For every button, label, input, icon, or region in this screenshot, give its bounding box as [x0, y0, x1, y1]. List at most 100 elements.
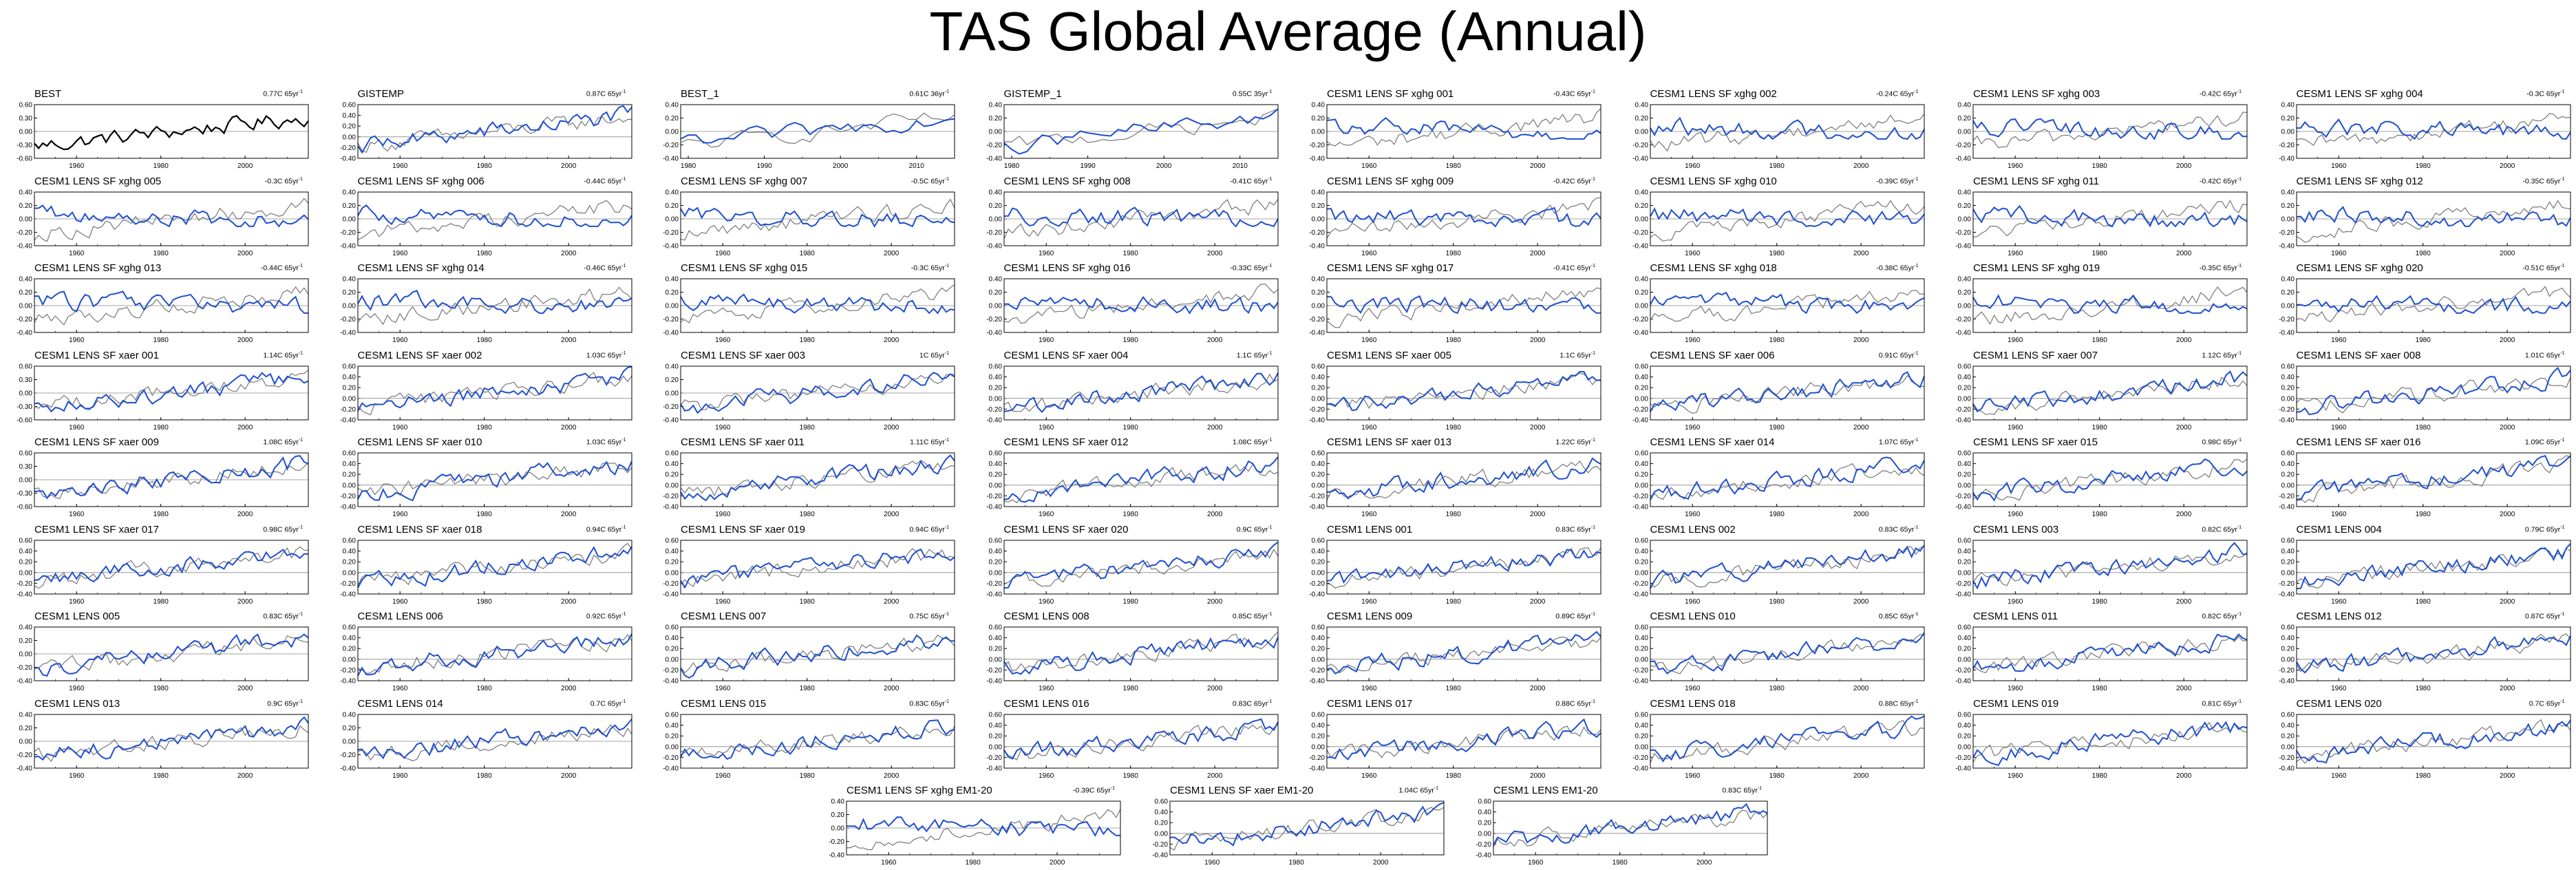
panel-plot: 0.40 0.20 0.00 -0.20 -0.40 1960 1980 2000 [1309, 276, 1601, 344]
y-tick-label: 0.00 [1635, 569, 1648, 577]
model-series-line [1972, 633, 2248, 672]
x-tick-label: 2000 [237, 250, 253, 257]
x-tick-label: 1980 [966, 859, 981, 867]
model-series-line [1326, 117, 1601, 140]
chart-panel: CESM1 LENS SF xaer 003 1C 65yr-1 0.40 0.20 0… [652, 350, 955, 435]
y-tick-label: -0.40 [986, 678, 1002, 686]
x-tick-label: 1980 [476, 598, 492, 606]
panel-plot: 0.60 0.40 0.20 0.00 -0.20 -0.40 1960 1980 2000 [1309, 363, 1601, 432]
plot-frame [2296, 714, 2570, 768]
chart-panel: CESM1 LENS SF xaer 006 0.91C 65yr-1 0.60 0.… [1621, 350, 1925, 435]
y-tick-label: -0.40 [663, 242, 679, 250]
y-tick-label: -0.40 [1309, 156, 1325, 163]
x-tick-label: 2000 [884, 511, 900, 518]
plot-frame [1972, 278, 2248, 333]
plot-frame [1650, 452, 1924, 507]
x-tick-label: 2000 [884, 685, 900, 692]
chart-panel: CESM1 LENS SF xaer 008 1.01C 65yr-1 0.60 0.… [2268, 350, 2571, 435]
x-tick-label: 1980 [2092, 598, 2108, 606]
plot-frame [1326, 714, 1601, 768]
y-tick-label: 0.60 [2281, 711, 2295, 719]
x-tick-label: 2000 [2176, 250, 2192, 257]
model-series-line [846, 816, 1120, 837]
plot-frame [1650, 104, 1924, 159]
y-tick-label: -0.40 [663, 504, 679, 511]
x-tick-label: 1980 [1446, 250, 1462, 257]
x-tick-label: 1960 [1361, 337, 1377, 344]
x-tick-label: 2000 [561, 685, 577, 692]
x-tick-label: 1980 [2415, 337, 2431, 344]
y-tick-label: -0.20 [340, 580, 356, 587]
panel-title: CESM1 LENS SF xghg 016 [1003, 262, 1131, 274]
x-tick-label: 1980 [1446, 685, 1462, 692]
page-title: TAS Global Average (Annual) [929, 1, 1647, 62]
plot-frame [680, 278, 955, 333]
y-tick-label: -0.20 [663, 493, 679, 500]
panel-trend-label: 0.7C 65yr-1 [590, 699, 626, 708]
y-tick-label: 0.20 [666, 202, 679, 210]
panel-title: CESM1 LENS 005 [34, 611, 120, 622]
x-tick-label: 1960 [715, 337, 731, 344]
panel-plot: 0.60 0.30 0.00 -0.30 -0.60 1960 1980 2000 [17, 102, 309, 170]
reference-series-line [1972, 199, 2248, 237]
y-tick-label: -0.40 [2279, 591, 2295, 598]
x-tick-label: 2000 [561, 598, 577, 606]
y-tick-label: 0.00 [1958, 656, 1972, 664]
y-tick-label: 0.00 [1312, 215, 1326, 223]
panel-title: BEST [34, 88, 62, 100]
x-tick-label: 1960 [69, 511, 85, 518]
chart-panel: CESM1 LENS SF xghg 015 -0.3C 65yr-1 0.40 0.… [652, 262, 955, 348]
x-tick-label: 1960 [1361, 511, 1377, 518]
y-tick-label: 0.40 [988, 460, 1002, 468]
y-tick-label: 0.00 [666, 656, 679, 664]
panel-plot: 0.60 0.40 0.20 0.00 -0.20 -0.40 1960 1980 2000 [2279, 624, 2571, 692]
y-tick-label: 0.00 [2281, 656, 2295, 664]
x-tick-label: 1960 [2008, 250, 2023, 257]
panel-title: CESM1 LENS SF xaer 011 [681, 436, 805, 448]
panel-plot: 0.60 0.40 0.20 0.00 -0.20 -0.40 1960 1980 2000 [1955, 537, 2248, 606]
chart-panel: CESM1 LENS SF xghg 002 -0.24C 65yr-1 0.40 0… [1621, 88, 1925, 173]
y-tick-label: 0.40 [988, 722, 1002, 730]
x-tick-label: 1980 [476, 772, 492, 780]
plot-frame [34, 540, 309, 594]
y-tick-label: 0.60 [19, 450, 33, 458]
y-tick-label: 0.40 [666, 460, 679, 468]
y-tick-label: -0.40 [986, 156, 1002, 163]
y-tick-label: 0.00 [1958, 482, 1972, 489]
panel-trend-label: -0.41C 65yr-1 [1553, 264, 1595, 273]
plot-frame [2296, 104, 2570, 159]
model-series-line [1326, 370, 1601, 411]
panel-trend-label: 0.79C 65yr-1 [2524, 524, 2565, 534]
panel-trend-label: -0.41C 65yr-1 [1230, 176, 1273, 186]
y-tick-label: 0.40 [1958, 548, 1972, 555]
x-tick-label: 1980 [1769, 337, 1785, 344]
y-tick-label: 0.00 [342, 656, 356, 664]
x-tick-label: 1980 [800, 772, 816, 780]
model-series-line [680, 293, 955, 315]
panel-trend-label: 1.14C 65yr-1 [263, 350, 303, 360]
y-tick-label: 0.40 [342, 711, 356, 719]
y-tick-label: 0.20 [1635, 732, 1648, 740]
y-tick-label: 0.40 [1312, 548, 1326, 555]
plot-frame [357, 626, 632, 681]
x-tick-label: 1990 [1080, 162, 1096, 170]
y-tick-label: -0.20 [663, 316, 679, 323]
panel-trend-label: 1.12C 65yr-1 [2202, 350, 2242, 360]
x-tick-label: 1960 [2008, 162, 2023, 170]
plot-frame [1003, 540, 1278, 594]
y-tick-label: -0.20 [986, 754, 1002, 761]
model-series-line [680, 118, 955, 144]
x-tick-label: 1960 [1039, 598, 1054, 606]
panel-title: CESM1 LENS SF xghg 015 [681, 262, 808, 274]
y-tick-label: -0.20 [663, 142, 679, 149]
x-tick-label: 1980 [2415, 162, 2431, 170]
x-tick-label: 1980 [476, 162, 492, 170]
x-tick-label: 1990 [756, 162, 772, 170]
chart-panel: CESM1 LENS SF xghg 004 -0.3C 65yr-1 0.40 0.… [2268, 88, 2571, 173]
chart-panel: CESM1 LENS SF xaer 019 0.94C 65yr-1 0.60 0.… [652, 524, 955, 609]
y-tick-label: -0.20 [1632, 667, 1648, 675]
chart-panel: CESM1 LENS SF xghg 011 -0.42C 65yr-1 0.40 0… [1944, 176, 2248, 261]
reference-series-line [2296, 547, 2570, 588]
x-tick-label: 2010 [909, 162, 925, 170]
y-tick-label: 0.20 [19, 558, 33, 566]
